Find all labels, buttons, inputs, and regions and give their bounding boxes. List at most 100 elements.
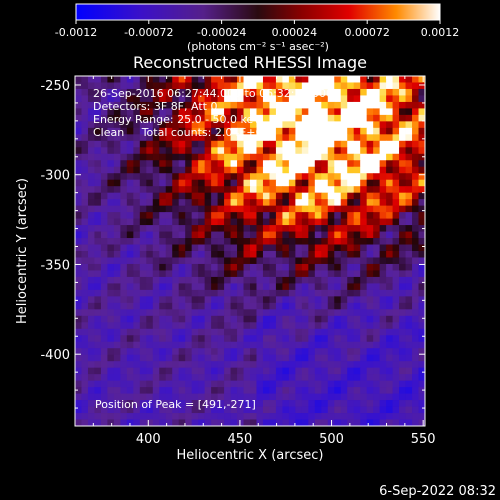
heatmap-cell: [262, 251, 270, 258]
heatmap-cell: [405, 348, 413, 356]
heatmap-cell: [146, 354, 154, 362]
heatmap-cell: [191, 225, 199, 232]
heatmap-cell: [100, 387, 108, 394]
heatmap-cell: [282, 95, 290, 103]
heatmap-cell: [204, 166, 212, 174]
heatmap-cell: [288, 82, 296, 90]
heatmap-cell: [282, 393, 290, 401]
heatmap-cell: [360, 413, 368, 420]
heatmap-cell: [237, 199, 244, 207]
heatmap-cell: [243, 82, 251, 90]
heatmap-cell: [321, 238, 329, 245]
heatmap-cell: [250, 192, 257, 200]
heatmap-cell: [295, 82, 303, 90]
heatmap-cell: [353, 101, 361, 109]
heatmap-cell: [120, 140, 128, 148]
heatmap-cell: [198, 140, 206, 148]
heatmap-cell: [204, 134, 212, 142]
heatmap-cell: [269, 166, 277, 174]
heatmap-cell: [295, 387, 303, 394]
heatmap-cell: [230, 88, 238, 96]
heatmap-cell: [217, 192, 225, 200]
heatmap-cell: [107, 108, 115, 116]
heatmap-cell: [230, 160, 238, 168]
heatmap-cell: [165, 186, 173, 194]
heatmap-cell: [185, 88, 193, 96]
heatmap-cell: [334, 82, 342, 90]
colorbar-tick-label: -0.00072: [124, 26, 173, 39]
heatmap-cell: [133, 95, 141, 103]
heatmap-cell: [172, 296, 180, 304]
heatmap-cell: [308, 354, 316, 362]
heatmap-cell: [94, 121, 102, 129]
heatmap-cell: [301, 263, 309, 271]
heatmap-cell: [120, 296, 128, 304]
heatmap-cell: [87, 114, 95, 122]
heatmap-cell: [224, 160, 231, 168]
heatmap-cell: [230, 153, 238, 161]
heatmap-cell: [230, 380, 238, 388]
heatmap-cell: [418, 309, 425, 317]
heatmap-cell: [275, 289, 283, 297]
heatmap-cell: [353, 270, 361, 278]
heatmap-cell: [81, 335, 89, 343]
heatmap-cell: [75, 114, 82, 122]
heatmap-cell: [295, 173, 303, 181]
heatmap-cell: [386, 387, 393, 394]
heatmap-cell: [262, 147, 270, 155]
heatmap-cell: [334, 270, 342, 278]
heatmap-cell: [94, 147, 102, 155]
heatmap-cell: [275, 283, 283, 291]
heatmap-cell: [301, 140, 309, 148]
heatmap-cell: [243, 400, 251, 407]
heatmap-cell: [133, 231, 141, 239]
heatmap-cell: [146, 322, 154, 330]
heatmap-cell: [340, 341, 348, 349]
heatmap-cell: [230, 199, 238, 207]
heatmap-cell: [152, 140, 160, 148]
heatmap-cell: [301, 88, 309, 96]
heatmap-cell: [301, 244, 309, 252]
heatmap-cell: [295, 95, 303, 103]
heatmap-cell: [405, 380, 413, 388]
heatmap-cell: [334, 218, 342, 226]
heatmap-cell: [126, 82, 134, 90]
heatmap-cell: [308, 121, 316, 129]
heatmap-cell: [418, 341, 425, 349]
heatmap-cell: [256, 374, 264, 382]
heatmap-cell: [120, 263, 128, 271]
heatmap-cell: [107, 380, 115, 388]
heatmap-cell: [392, 186, 400, 194]
heatmap-cell: [159, 101, 167, 109]
heatmap-cell: [256, 160, 264, 168]
heatmap-cell: [172, 199, 180, 207]
heatmap-cell: [295, 283, 303, 291]
heatmap-cell: [360, 108, 368, 116]
heatmap-cell: [75, 361, 82, 369]
heatmap-cell: [120, 413, 128, 420]
heatmap-cell: [418, 322, 425, 330]
heatmap-cell: [321, 361, 329, 369]
heatmap-cell: [230, 231, 238, 239]
heatmap-cell: [237, 134, 244, 142]
heatmap-cell: [107, 244, 115, 252]
heatmap-cell: [334, 192, 342, 200]
heatmap-cell: [327, 179, 335, 187]
heatmap-cell: [262, 374, 270, 382]
heatmap-cell: [392, 108, 400, 116]
heatmap-cell: [146, 218, 154, 226]
heatmap-cell: [288, 354, 296, 362]
heatmap-cell: [120, 380, 128, 388]
heatmap-cell: [295, 140, 303, 148]
heatmap-cell: [353, 127, 361, 135]
heatmap-cell: [360, 127, 368, 135]
heatmap-cell: [373, 192, 381, 200]
heatmap-cell: [340, 205, 348, 213]
heatmap-cell: [269, 296, 277, 304]
heatmap-cell: [126, 374, 134, 382]
heatmap-cell: [94, 127, 102, 135]
heatmap-cell: [178, 341, 186, 349]
heatmap-cell: [405, 263, 413, 271]
heatmap-cell: [295, 231, 303, 239]
heatmap-cell: [133, 380, 141, 388]
